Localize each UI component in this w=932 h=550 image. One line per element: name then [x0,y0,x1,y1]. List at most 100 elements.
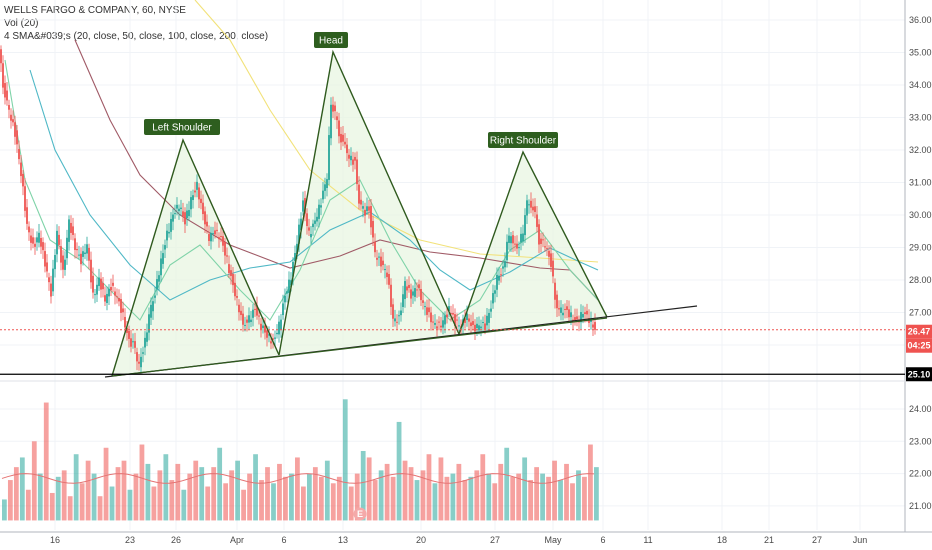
volume-bar [61,470,67,521]
volume-bars [1,399,599,521]
candle-body [580,312,582,323]
candle-body [136,352,138,362]
candle-body [100,278,102,290]
volume-bar [151,486,157,521]
candle-body [466,313,468,321]
candle-body [14,122,16,137]
candle-body [492,293,494,304]
volume-bar [235,460,240,521]
candle-body [296,243,298,255]
candle-body [0,49,2,64]
candle-body [562,312,564,316]
candle-body [76,248,78,251]
pattern-triangle-outline [278,49,460,356]
pattern-lines [104,49,698,378]
candle-body [242,313,244,325]
y-tick-label: 34.00 [909,80,932,90]
volume-tick-label: 24.00 [909,404,932,414]
candle-body [200,198,202,204]
candle-body [84,252,86,255]
candle-body [394,318,396,322]
candle-body [44,251,46,267]
candle-body [318,204,320,219]
volume-bar [19,457,25,521]
x-tick-label: 27 [490,535,500,545]
y-tick-label: 27.00 [909,308,932,318]
candle-body [216,229,218,231]
candle-body [248,315,250,323]
candle-body [568,309,570,318]
candle-body [118,297,120,302]
candle-body [512,235,514,244]
volume-bar [73,454,79,521]
volume-bar [546,476,551,521]
volume-bar [163,454,169,521]
candle-body [340,133,342,143]
candle-body [192,195,194,200]
candle-body [530,200,532,208]
candle-body [290,280,292,286]
candle-body [518,247,520,249]
volume-bar [402,460,408,521]
candle-body [344,141,346,145]
volume-bar [444,476,450,521]
volume-indicator-label: Vol (20) [4,18,39,29]
countdown-tag-bg [906,338,932,353]
last-price-tag: 26.47 [908,327,931,337]
x-tick-label: 26 [171,535,181,545]
candle-body [152,301,154,312]
candle-body [404,281,406,300]
candle-body [186,210,188,219]
candle-body [422,300,424,303]
x-tick-label: 21 [764,535,774,545]
y-tick-label: 28.00 [909,275,932,285]
candle-body [376,257,378,260]
candle-body [396,321,398,323]
candle-body [162,253,164,264]
pattern-label-bg [144,119,220,135]
candle-body [234,282,236,297]
candle-body [258,315,260,317]
candle-body [212,233,214,235]
candle-body [450,313,452,315]
candle-body [224,241,226,256]
volume-bar [109,486,115,521]
candle-body [514,243,516,245]
volume-bar [330,483,336,521]
volume-bar [229,470,235,521]
volume-bar [121,460,127,521]
support-level-tag: 25.10 [908,369,931,379]
candle-body [30,235,32,243]
candle-body [280,319,282,330]
candle-body [160,258,162,276]
candle-body [28,226,30,233]
volume-bar [259,480,264,521]
candle-body [362,206,364,209]
candle-body [32,237,34,244]
candle-body [34,243,36,247]
candle-body [158,275,160,282]
candle-body [72,226,74,235]
candle-body [286,291,288,294]
candle-body [354,156,356,161]
candle-body [140,356,142,368]
candle-body [392,304,394,319]
candle-body [62,255,64,270]
moving-averages [4,0,599,321]
y-tick-label: 29.00 [909,243,932,253]
candle-body [418,284,420,289]
candle-body [474,324,476,332]
volume-bar [432,483,438,521]
candle-body [400,310,402,316]
candle-body [166,230,168,241]
volume-bar [510,476,516,521]
candle-body [534,206,536,212]
candle-body [556,294,558,309]
candle-body [406,286,408,291]
volume-bar [205,486,211,521]
volume-bar [199,467,205,521]
candle-body [284,295,286,303]
sma-indicator-label: 4 SMA&#039;s (20, close, 50, close, 100,… [4,31,269,42]
candle-body [260,323,262,330]
